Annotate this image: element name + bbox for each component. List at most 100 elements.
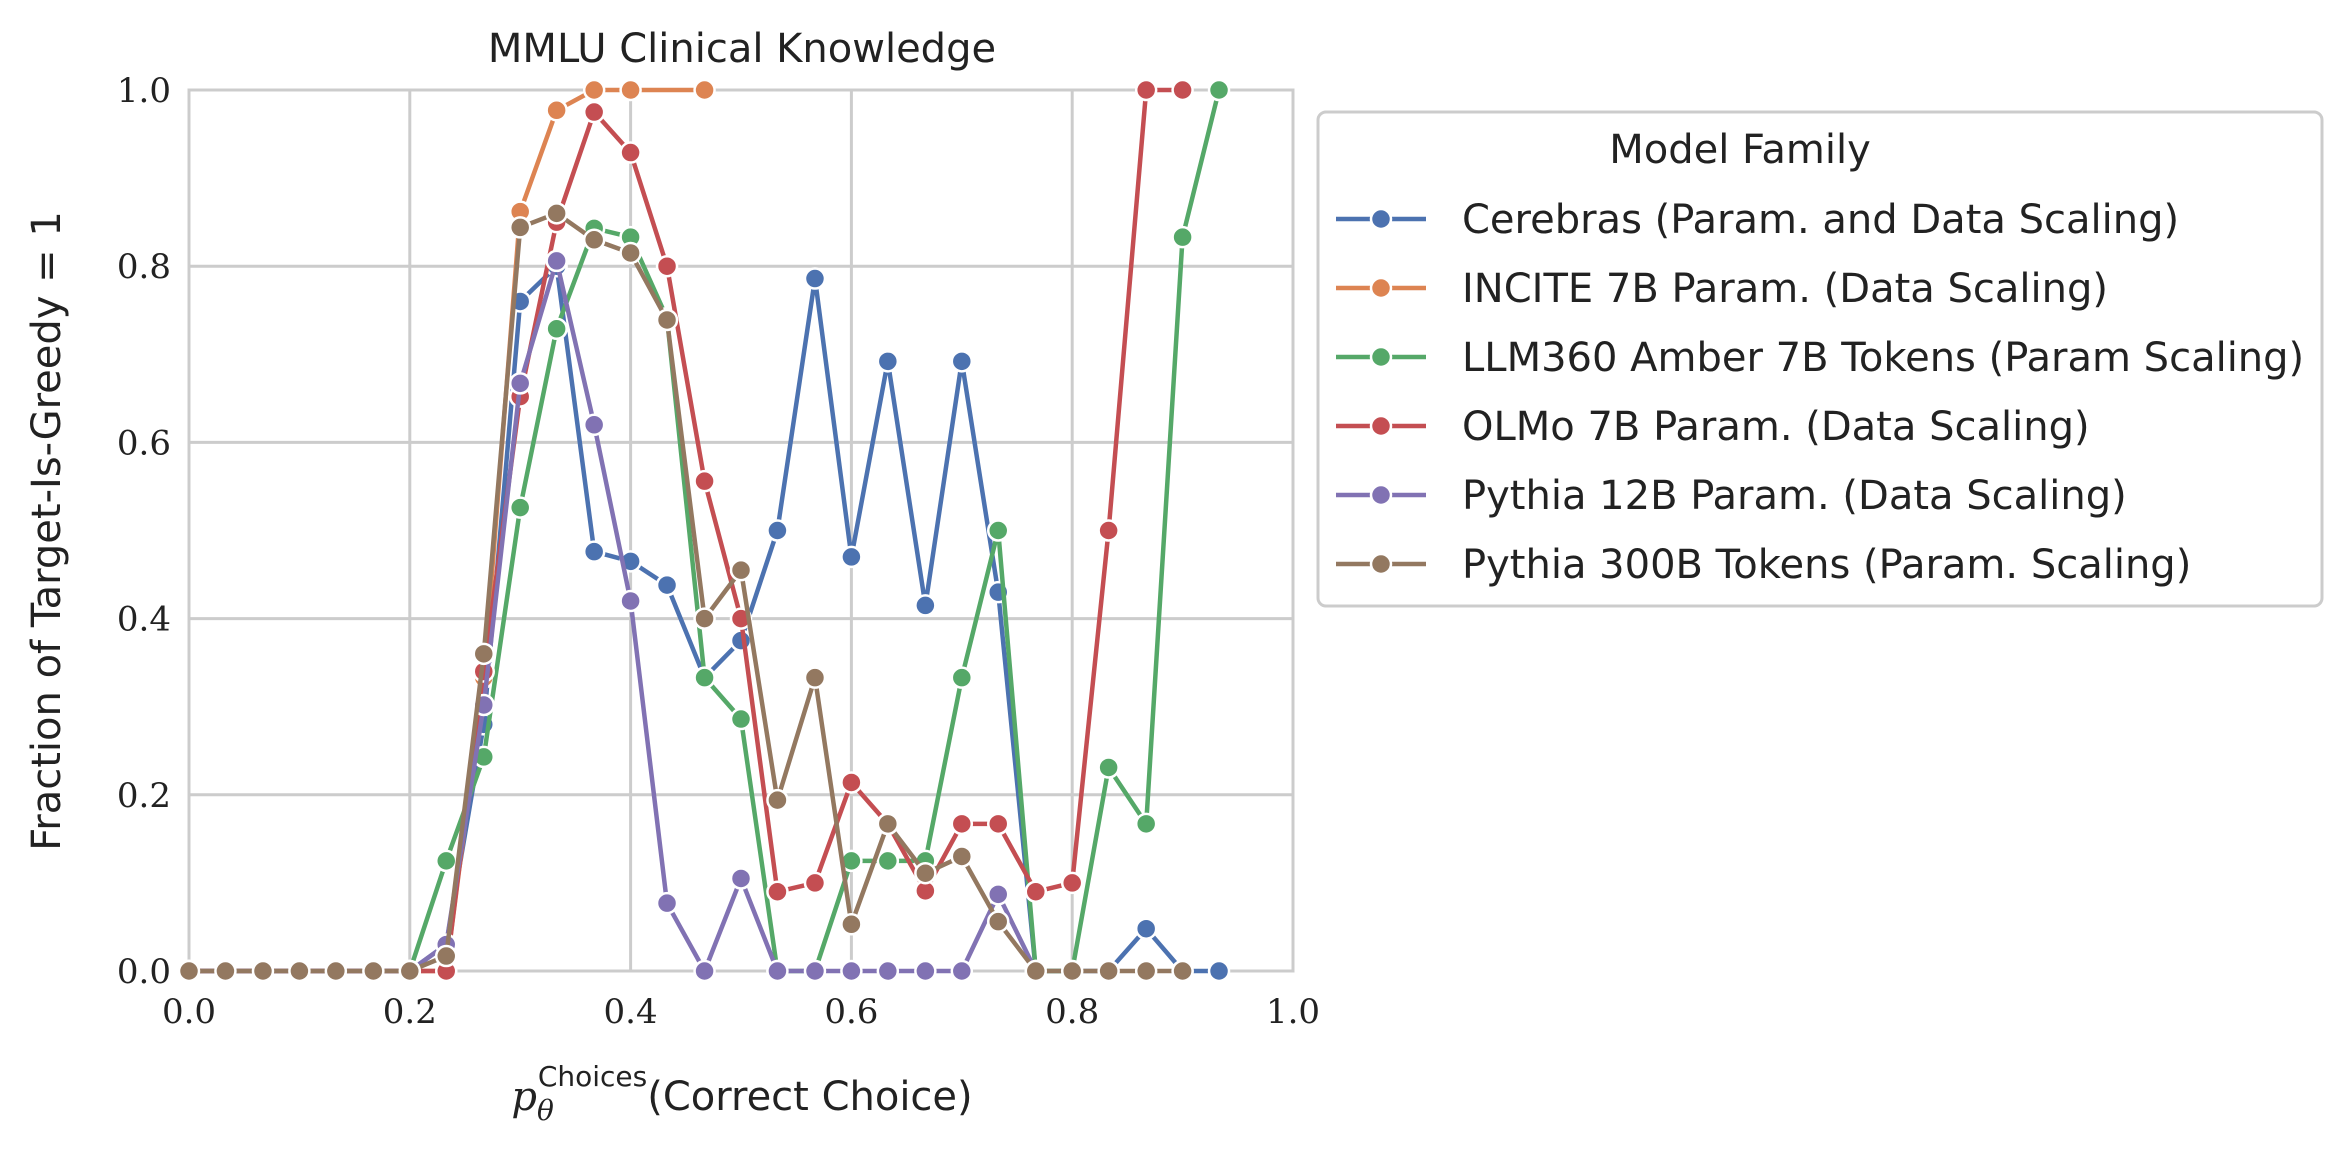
x-axis-label: pθChoices(Correct Choice)	[511, 1060, 972, 1127]
legend-entry: Cerebras (Param. and Data Scaling)	[1336, 197, 2179, 243]
x-tick-label: 0.8	[1045, 992, 1099, 1032]
data-point	[803, 666, 827, 689]
y-tick-label: 0.4	[117, 600, 171, 640]
data-point	[693, 959, 716, 983]
data-point	[840, 771, 863, 794]
data-point	[840, 913, 863, 936]
x-tick-label: 0.6	[824, 992, 878, 1032]
legend-entry: INCITE 7B Param. (Data Scaling)	[1336, 266, 2108, 312]
legend-swatch-marker	[1369, 276, 1393, 300]
data-point	[1060, 959, 1084, 983]
legend-swatch-marker	[1369, 552, 1393, 576]
legend-entry: OLMo 7B Param. (Data Scaling)	[1336, 404, 2090, 450]
data-point	[1097, 756, 1120, 779]
data-point	[1134, 78, 1158, 102]
x-axis-label-superscript: Choices	[538, 1060, 647, 1093]
y-tick-label: 0.6	[117, 423, 171, 463]
data-point	[545, 99, 568, 122]
data-point	[619, 241, 642, 265]
data-point	[986, 812, 1010, 836]
data-point	[766, 788, 789, 812]
data-point	[1134, 959, 1158, 983]
data-point	[1171, 959, 1194, 983]
data-point	[177, 959, 201, 983]
series-line	[186, 211, 1185, 974]
legend-label: Cerebras (Param. and Data Scaling)	[1462, 197, 2179, 243]
data-point	[729, 707, 753, 731]
data-point	[840, 545, 863, 569]
legend-swatch-marker	[1369, 207, 1393, 231]
legend-swatch-marker	[1369, 483, 1393, 507]
data-point	[619, 141, 642, 164]
x-axis-label-subscript: θ	[537, 1094, 554, 1127]
data-point	[362, 959, 385, 983]
data-point	[950, 845, 974, 868]
data-point	[582, 228, 606, 252]
data-point	[950, 666, 974, 689]
data-point	[1024, 880, 1048, 903]
data-point	[840, 959, 863, 983]
data-point	[582, 78, 606, 102]
data-point	[545, 317, 568, 341]
data-point	[545, 249, 568, 273]
data-point	[803, 959, 827, 983]
data-point	[508, 496, 532, 519]
y-tick-label: 0.8	[117, 247, 171, 287]
x-axis-label-symbol: p	[511, 1074, 537, 1120]
chart-title: MMLU Clinical Knowledge	[488, 26, 996, 72]
data-point	[876, 959, 900, 983]
legend-label: LLM360 Amber 7B Tokens (Param Scaling)	[1462, 335, 2304, 381]
legend-box	[1316, 110, 2324, 608]
data-point	[582, 540, 606, 563]
data-point	[398, 959, 422, 983]
data-point	[251, 959, 275, 983]
x-tick-label: 1.0	[1266, 992, 1320, 1032]
plot-frame	[187, 88, 1295, 973]
data-point	[950, 350, 974, 373]
data-point	[1207, 959, 1231, 983]
data-point	[914, 861, 937, 885]
data-point	[214, 959, 237, 983]
legend-entry: Pythia 12B Param. (Data Scaling)	[1336, 473, 2127, 519]
legend-label: Pythia 12B Param. (Data Scaling)	[1462, 473, 2127, 519]
data-point	[766, 959, 789, 983]
x-tick-label: 0.4	[604, 992, 658, 1032]
data-point	[655, 891, 679, 915]
data-point	[914, 959, 937, 983]
data-point	[288, 959, 311, 983]
data-point	[693, 666, 716, 689]
data-point	[545, 202, 568, 225]
y-tick-label: 1.0	[117, 71, 171, 111]
data-point	[655, 308, 679, 332]
data-point	[434, 849, 458, 873]
data-point	[766, 880, 789, 903]
data-point	[986, 910, 1010, 933]
series-5	[177, 202, 1194, 983]
data-point	[324, 959, 348, 983]
data-point	[950, 959, 974, 983]
y-tick-labels: 0.0 0.2 0.4 0.6 0.8 1.0	[117, 71, 171, 992]
data-point	[876, 849, 900, 873]
data-point	[693, 607, 716, 630]
data-point	[914, 594, 937, 617]
data-point	[950, 812, 974, 836]
data-point	[1060, 871, 1084, 895]
data-point	[619, 589, 642, 613]
x-tick-labels: 0.0 0.2 0.4 0.6 0.8 1.0	[162, 992, 1320, 1032]
data-point	[876, 812, 900, 836]
data-point	[729, 558, 753, 582]
data-point	[876, 350, 900, 373]
y-axis-label: Fraction of Target-Is-Greedy = 1	[24, 211, 70, 851]
data-point	[508, 372, 532, 395]
legend-label: INCITE 7B Param. (Data Scaling)	[1462, 266, 2108, 312]
legend-entry: Pythia 300B Tokens (Param. Scaling)	[1336, 542, 2191, 588]
legend-label: OLMo 7B Param. (Data Scaling)	[1462, 404, 2090, 450]
data-point	[472, 642, 496, 666]
data-point	[582, 100, 606, 124]
data-point	[1097, 519, 1120, 542]
data-point	[803, 871, 827, 895]
y-tick-label: 0.0	[117, 952, 171, 992]
y-tick-label: 0.2	[117, 776, 171, 816]
data-point	[1134, 812, 1158, 836]
